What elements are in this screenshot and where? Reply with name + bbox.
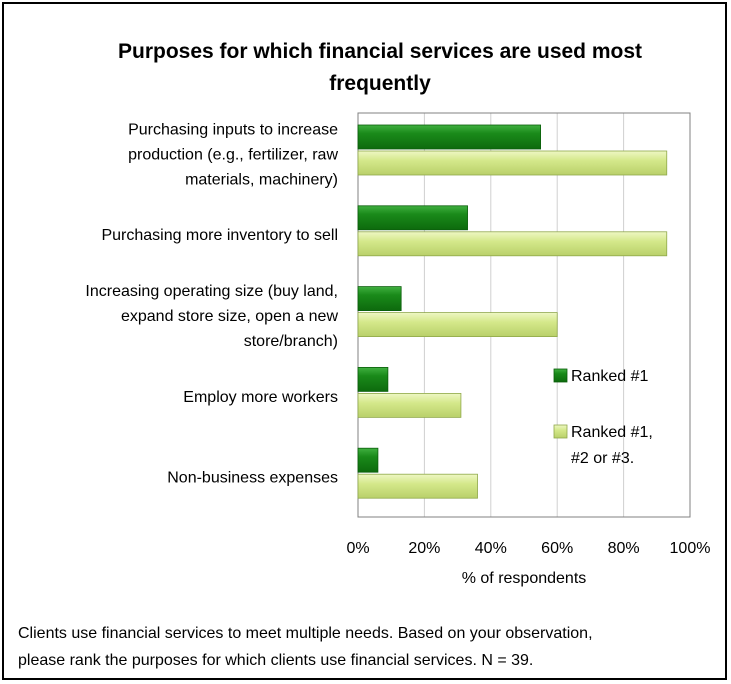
category-label: production (e.g., fertilizer, raw	[128, 146, 338, 163]
bar-ranked-1	[357, 286, 402, 312]
x-tick-label: 80%	[608, 540, 640, 557]
chart-title-line-2: frequently	[329, 72, 431, 95]
footnote-line-1: Clients use financial services to meet m…	[18, 625, 593, 642]
bar-ranked-1	[357, 205, 468, 231]
footnote: Clients use financial services to meet m…	[18, 620, 718, 674]
legend-ranked-1-label: Ranked #1	[571, 368, 648, 385]
bar-ranked-1	[357, 366, 389, 392]
legend-ranked-1-swatch	[553, 368, 568, 383]
x-tick-label: 100%	[670, 540, 711, 557]
x-axis-title: % of respondents	[462, 570, 587, 587]
category-label: materials, machinery)	[185, 171, 338, 188]
category-label: Non-business expenses	[167, 470, 338, 487]
legend-ranked-1-2-3-label: Ranked #1,	[571, 424, 653, 441]
x-tick-label: 0%	[346, 540, 369, 557]
category-label: Purchasing more inventory to sell	[101, 227, 338, 244]
category-label: expand store size, open a new	[121, 308, 338, 325]
category-label: Employ more workers	[183, 389, 338, 406]
legend-ranked-1-2-3-label: #2 or #3.	[571, 450, 634, 467]
bar-ranked-1-2-3	[357, 473, 478, 499]
x-tick-label: 40%	[475, 540, 507, 557]
chart-title-line-1: Purposes for which financial services ar…	[117, 40, 643, 63]
footnote-line-2: please rank the purposes for which clien…	[18, 652, 534, 669]
x-tick-label: 20%	[408, 540, 440, 557]
bar-ranked-1	[357, 124, 542, 150]
x-tick-label: 60%	[541, 540, 573, 557]
bar-ranked-1-2-3	[357, 392, 462, 418]
bar-ranked-1-2-3	[357, 312, 558, 338]
chart-title: Purposes for which financial services ar…	[60, 36, 700, 100]
legend-ranked-1-2-3-swatch	[553, 424, 568, 439]
bar-ranked-1-2-3	[357, 150, 668, 176]
category-label: store/branch)	[244, 333, 338, 350]
category-label: Increasing operating size (buy land,	[85, 283, 338, 300]
category-label: Purchasing inputs to increase	[128, 121, 338, 138]
bar-ranked-1	[357, 447, 379, 473]
bar-ranked-1-2-3	[357, 231, 668, 257]
